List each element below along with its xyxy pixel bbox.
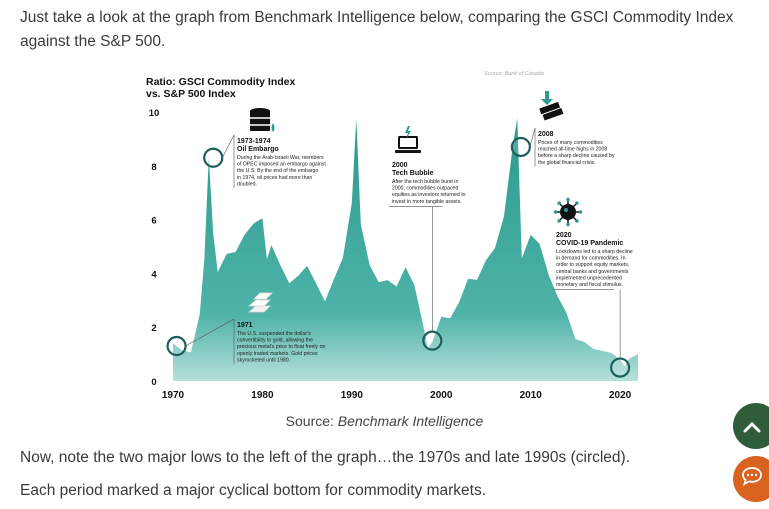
highlight-circle — [510, 136, 531, 158]
annotation-text: Prices of many commodities reached all-ti… — [538, 140, 615, 166]
chart-source-note: Source: Bank of Canada — [484, 71, 544, 77]
gsci-vs-sp500-chart: Ratio: GSCI Commodity Index vs. S&P 500 … — [140, 69, 656, 403]
chart-svg: Ratio: GSCI Commodity Index vs. S&P 500 … — [140, 69, 656, 403]
x-axis-ticks: 1970 1980 1990 2000 2010 2020 — [162, 390, 632, 401]
annotation-text: After the tech bubble burst in 2000, comm… — [392, 179, 466, 205]
y-axis-ticks: 0 2 4 6 8 10 — [149, 108, 160, 388]
body-paragraph-bottom: Each period marked a major cyclical bott… — [20, 482, 487, 499]
annotation-leaders — [166, 127, 631, 378]
virus-icon — [553, 197, 583, 227]
chart-title-line-1: Ratio: GSCI Commodity Index — [146, 76, 296, 88]
annotation-text: During the Arab-Israeli War, members of O… — [237, 155, 326, 187]
highlight-circle — [422, 330, 443, 351]
annotation-title: Oil Embargo — [237, 146, 279, 153]
annotation-title: Tech Bubble — [392, 170, 434, 177]
annotation-1971: 1971 The U.S. suspended the dollar's conve… — [237, 322, 325, 363]
chart-title-line-2: vs. S&P 500 Index — [146, 88, 236, 100]
annotation-title: COVID-19 Pandemic — [556, 240, 623, 247]
chat-button[interactable] — [733, 456, 769, 502]
caption-prefix: Source: — [285, 413, 338, 429]
chart-title: Ratio: GSCI Commodity Index vs. S&P 500 … — [146, 76, 298, 100]
x-tick-label: 2010 — [520, 390, 543, 401]
annotation-icons — [247, 91, 583, 313]
annotation-2008: 2008 Prices of many commodities reached al… — [538, 131, 615, 166]
annotation-year: 2020 — [556, 232, 572, 239]
gold-bars-icon — [247, 292, 273, 313]
laptop-icon — [395, 126, 421, 153]
y-tick-label: 6 — [151, 216, 156, 227]
y-tick-label: 10 — [149, 108, 160, 119]
chevron-up-icon — [743, 413, 761, 439]
money-stack-icon — [539, 91, 564, 121]
body-paragraph-lows: Now, note the two major lows to the left… — [20, 449, 631, 466]
y-tick-label: 2 — [151, 323, 156, 334]
x-tick-label: 2020 — [609, 390, 632, 401]
annotation-text: The U.S. suspended the dollar's convertib… — [237, 331, 325, 363]
chart-caption: Source: Benchmark Intelligence — [0, 413, 769, 429]
y-tick-label: 0 — [151, 377, 156, 388]
scroll-to-top-button[interactable] — [733, 403, 769, 449]
chat-bubble-icon — [741, 466, 763, 492]
x-tick-label: 1980 — [251, 390, 274, 401]
highlight-circle — [203, 147, 224, 168]
annotation-year: 2000 — [392, 162, 408, 169]
x-tick-label: 2000 — [430, 390, 453, 401]
annotation-year: 1973-1974 — [237, 138, 271, 145]
x-tick-label: 1970 — [162, 390, 185, 401]
annotation-year: 2008 — [538, 131, 554, 138]
series-area — [173, 118, 638, 381]
highlight-circle — [166, 335, 187, 357]
caption-source: Benchmark Intelligence — [337, 413, 484, 429]
annotation-text: Lockdowns led to a sharp decline in deman… — [556, 249, 633, 288]
highlight-circle — [610, 357, 631, 378]
intro-paragraph: Just take a look at the graph from Bench… — [20, 9, 734, 50]
y-tick-label: 8 — [151, 162, 156, 173]
y-tick-label: 4 — [151, 269, 157, 280]
x-tick-label: 1990 — [341, 390, 364, 401]
area-layer — [173, 118, 638, 381]
oil-barrel-icon — [250, 108, 275, 132]
annotation-year: 1971 — [237, 322, 253, 329]
